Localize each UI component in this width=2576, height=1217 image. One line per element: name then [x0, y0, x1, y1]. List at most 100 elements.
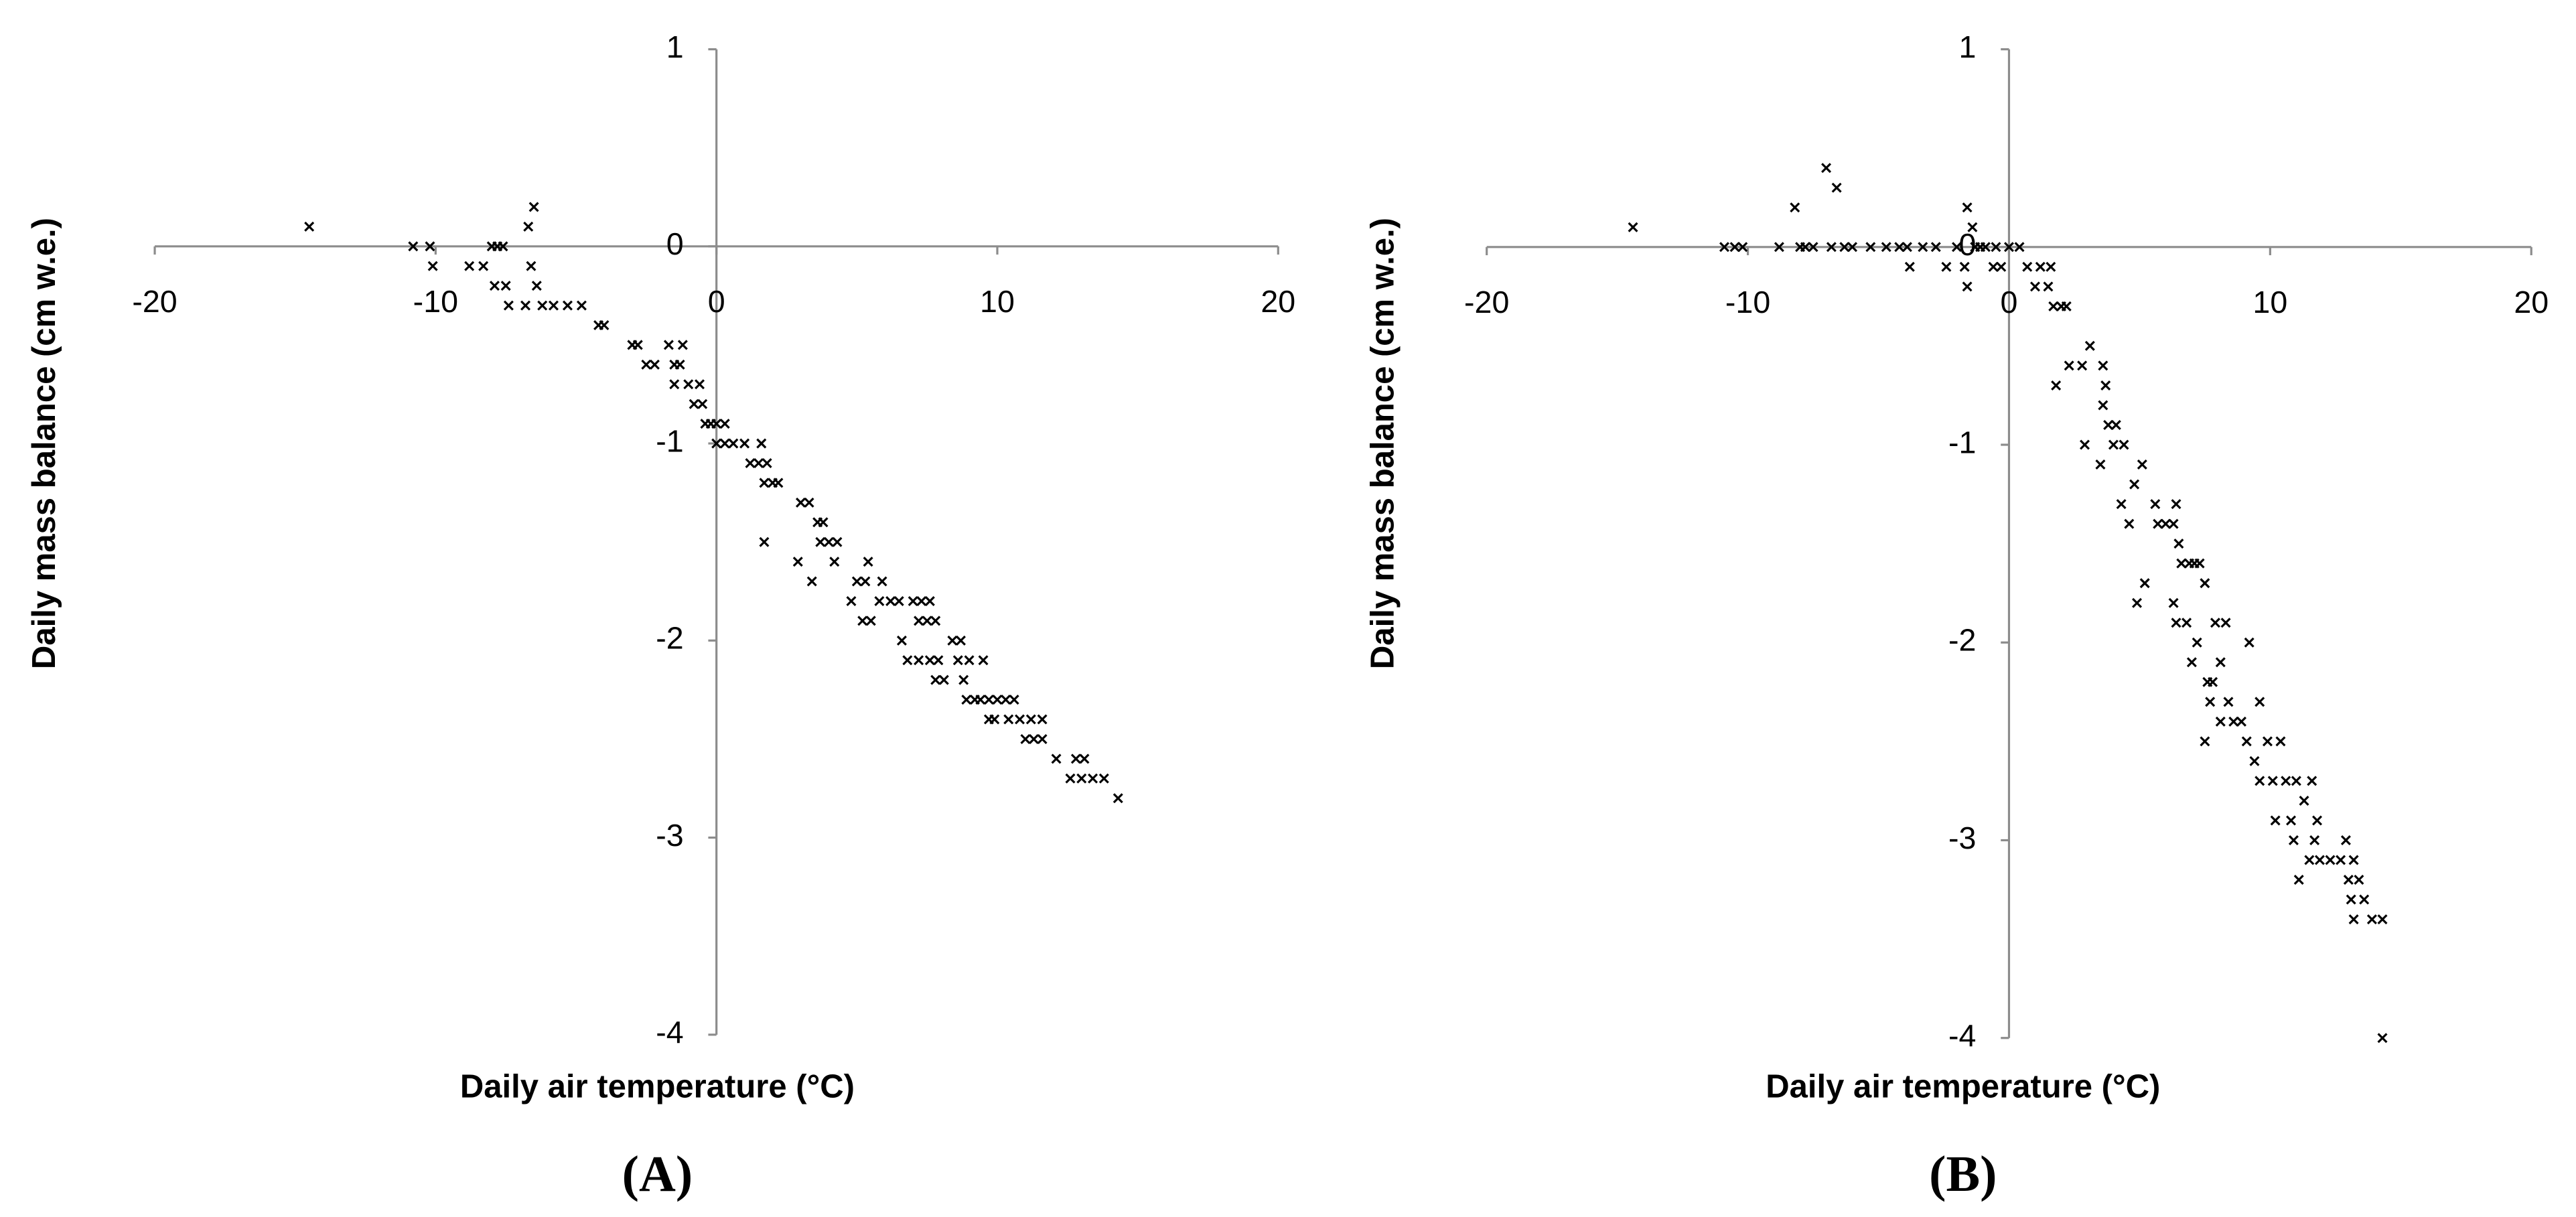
y-tick-label: -4	[1948, 1018, 1976, 1053]
point	[938, 674, 949, 685]
point	[2139, 578, 2150, 589]
point	[1737, 242, 1748, 253]
point	[2181, 618, 2192, 628]
point	[2340, 835, 2351, 845]
point	[2171, 618, 2181, 628]
y-tick-label: 0	[666, 226, 684, 261]
point	[2309, 835, 2320, 845]
point	[2314, 855, 2325, 865]
point	[1065, 773, 1076, 784]
x-tick-label: 20	[2514, 285, 2549, 319]
x-tick-label: -10	[1725, 285, 1770, 319]
point	[815, 536, 826, 547]
point	[1076, 773, 1087, 784]
point	[2014, 242, 2025, 253]
point	[2103, 420, 2114, 431]
point	[961, 695, 972, 705]
point	[2262, 736, 2273, 747]
point	[1113, 793, 1123, 804]
point	[2348, 855, 2359, 865]
point	[1902, 242, 1912, 253]
point	[2084, 340, 2095, 351]
point	[2286, 815, 2297, 826]
point	[806, 576, 817, 587]
point	[2223, 697, 2234, 707]
panel-caption: (B)	[1929, 1146, 1997, 1202]
point	[2171, 499, 2181, 510]
point	[2377, 914, 2388, 925]
point	[2215, 716, 2226, 727]
x-tick-label: 20	[1261, 284, 1295, 319]
point	[2200, 578, 2210, 589]
point	[1962, 281, 1973, 292]
point	[2366, 914, 2377, 925]
point	[1996, 261, 2007, 272]
point	[857, 616, 868, 626]
point	[1025, 714, 1036, 725]
point	[683, 379, 694, 390]
point	[1988, 261, 1999, 272]
point	[2003, 242, 2014, 253]
point	[2200, 736, 2210, 747]
point	[2168, 518, 2179, 529]
point	[599, 320, 610, 331]
point	[1821, 163, 1832, 173]
point	[632, 340, 643, 350]
point	[503, 300, 514, 311]
point	[669, 379, 680, 390]
point	[2077, 360, 2088, 371]
point	[1951, 242, 1962, 253]
point	[851, 576, 862, 587]
point	[914, 616, 924, 626]
point	[2312, 815, 2323, 826]
point	[759, 536, 770, 547]
point	[2051, 380, 2062, 390]
point	[2098, 400, 2108, 411]
point	[2153, 518, 2163, 529]
point	[2236, 716, 2246, 727]
point	[1020, 733, 1031, 744]
point	[1628, 222, 1638, 232]
point	[1070, 754, 1081, 764]
y-tick-label: -3	[656, 818, 683, 853]
point	[2194, 558, 2205, 569]
point	[719, 438, 730, 449]
point	[548, 300, 559, 311]
point	[1800, 242, 1810, 253]
point	[2186, 657, 2197, 668]
point	[526, 261, 536, 271]
point	[2043, 281, 2054, 292]
point	[795, 497, 806, 508]
point	[2205, 697, 2216, 707]
point	[902, 655, 913, 666]
point	[860, 576, 871, 587]
point	[562, 300, 573, 311]
x-tick-label: 10	[980, 284, 1015, 319]
point	[2325, 855, 2336, 865]
x-tick-label: 0	[2001, 285, 2018, 319]
point	[964, 655, 975, 666]
point	[689, 399, 699, 409]
point	[464, 261, 475, 271]
point	[2228, 716, 2239, 727]
y-tick-label: -4	[656, 1015, 683, 1050]
point	[711, 438, 722, 449]
point	[2160, 518, 2171, 529]
point	[896, 635, 907, 646]
point	[1847, 242, 1858, 253]
point	[576, 300, 587, 311]
point	[1991, 242, 2001, 253]
point	[2336, 855, 2346, 865]
point	[674, 359, 685, 370]
point	[930, 674, 941, 685]
point	[523, 221, 534, 232]
point	[2176, 558, 2187, 569]
point	[947, 635, 958, 646]
point	[1009, 695, 1019, 705]
point	[2299, 795, 2309, 806]
point	[2110, 420, 2121, 431]
point	[2220, 618, 2231, 628]
point	[2210, 618, 2220, 628]
point	[304, 221, 315, 232]
